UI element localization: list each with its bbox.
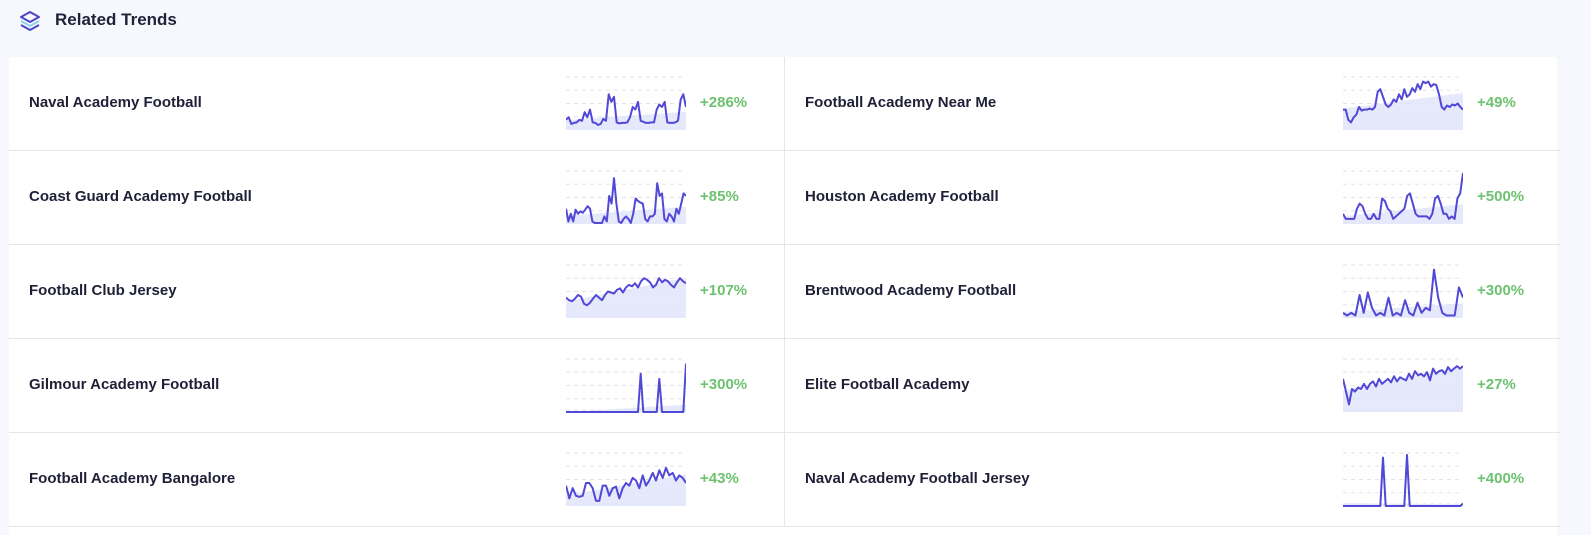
trend-row[interactable]: Gilmour Academy Football +300%	[9, 339, 784, 433]
trend-change: +400%	[1477, 470, 1525, 487]
trend-change: +49%	[1477, 94, 1516, 111]
sparkline-line	[1343, 268, 1463, 317]
trend-change: +107%	[700, 282, 748, 299]
sparkline-chart	[566, 264, 686, 318]
sparkline-chart	[566, 358, 686, 413]
trend-area	[1343, 366, 1463, 412]
trend-row[interactable]: Football Club Jersey +107%	[9, 245, 784, 339]
sparkline-chart	[566, 76, 686, 130]
sparkline-line	[566, 277, 686, 307]
trend-row[interactable]: Houston Academy Football +500%	[785, 151, 1560, 245]
trend-name[interactable]: Football Academy Near Me	[805, 94, 997, 111]
trend-row[interactable]: Coast Guard Academy Football +85%	[9, 151, 784, 245]
sparkline-chart	[1343, 264, 1463, 318]
trend-change: +300%	[700, 376, 748, 393]
sparkline-chart	[566, 452, 686, 506]
trend-row[interactable]: Elite Football Academy +27%	[785, 339, 1560, 433]
trend-row[interactable]: Brentwood Academy Football +300%	[785, 245, 1560, 339]
trend-name[interactable]: Football Club Jersey	[29, 282, 177, 299]
sparkline-line	[1343, 172, 1463, 220]
trend-row[interactable]: Naval Academy Football Jersey +400%	[785, 433, 1560, 527]
trend-area	[566, 277, 686, 318]
sparkline-line	[1343, 365, 1463, 406]
sparkline-chart	[1343, 170, 1463, 224]
trends-column-right: Football Academy Near Me +49% Houston Acad…	[784, 57, 1560, 527]
sparkline-chart	[1343, 452, 1463, 507]
trend-row[interactable]: Naval Academy Football +286%	[9, 57, 784, 151]
layers-icon	[20, 11, 40, 31]
section-header: Related Trends	[0, 0, 1591, 56]
sparkline-chart	[1343, 358, 1463, 412]
trend-change: +300%	[1477, 282, 1525, 299]
sparkline-chart	[1343, 76, 1463, 130]
trend-change: +500%	[1477, 188, 1525, 205]
trend-area	[1343, 93, 1463, 130]
trend-name[interactable]: Brentwood Academy Football	[805, 282, 1017, 299]
sparkline-line	[1343, 80, 1463, 124]
sparkline-line	[566, 93, 686, 126]
trend-row[interactable]: Football Academy Near Me +49%	[785, 57, 1560, 151]
sparkline-line	[566, 466, 686, 502]
trend-name[interactable]: Naval Academy Football Jersey	[805, 470, 1030, 487]
trend-name[interactable]: Naval Academy Football	[29, 94, 202, 111]
sparkline-line	[566, 177, 686, 224]
trend-change: +43%	[700, 470, 739, 487]
sparkline-line	[1343, 454, 1463, 507]
trend-row[interactable]: Football Academy Bangalore +43%	[9, 433, 784, 527]
trend-name[interactable]: Houston Academy Football	[805, 188, 999, 205]
trend-change: +85%	[700, 188, 739, 205]
trend-name[interactable]: Gilmour Academy Football	[29, 376, 220, 393]
section-title: Related Trends	[55, 10, 177, 29]
sparkline-chart	[566, 170, 686, 224]
trend-name[interactable]: Elite Football Academy	[805, 376, 970, 393]
trend-change: +27%	[1477, 376, 1516, 393]
trend-name[interactable]: Coast Guard Academy Football	[29, 188, 252, 205]
sparkline-line	[566, 363, 686, 413]
trend-name[interactable]: Football Academy Bangalore	[29, 470, 236, 487]
related-trends-card: Naval Academy Football +286% Coast Guard A…	[9, 57, 1560, 535]
trends-column-left: Naval Academy Football +286% Coast Guard A…	[9, 57, 784, 527]
trend-area	[566, 404, 686, 412]
trend-change: +286%	[700, 94, 748, 111]
